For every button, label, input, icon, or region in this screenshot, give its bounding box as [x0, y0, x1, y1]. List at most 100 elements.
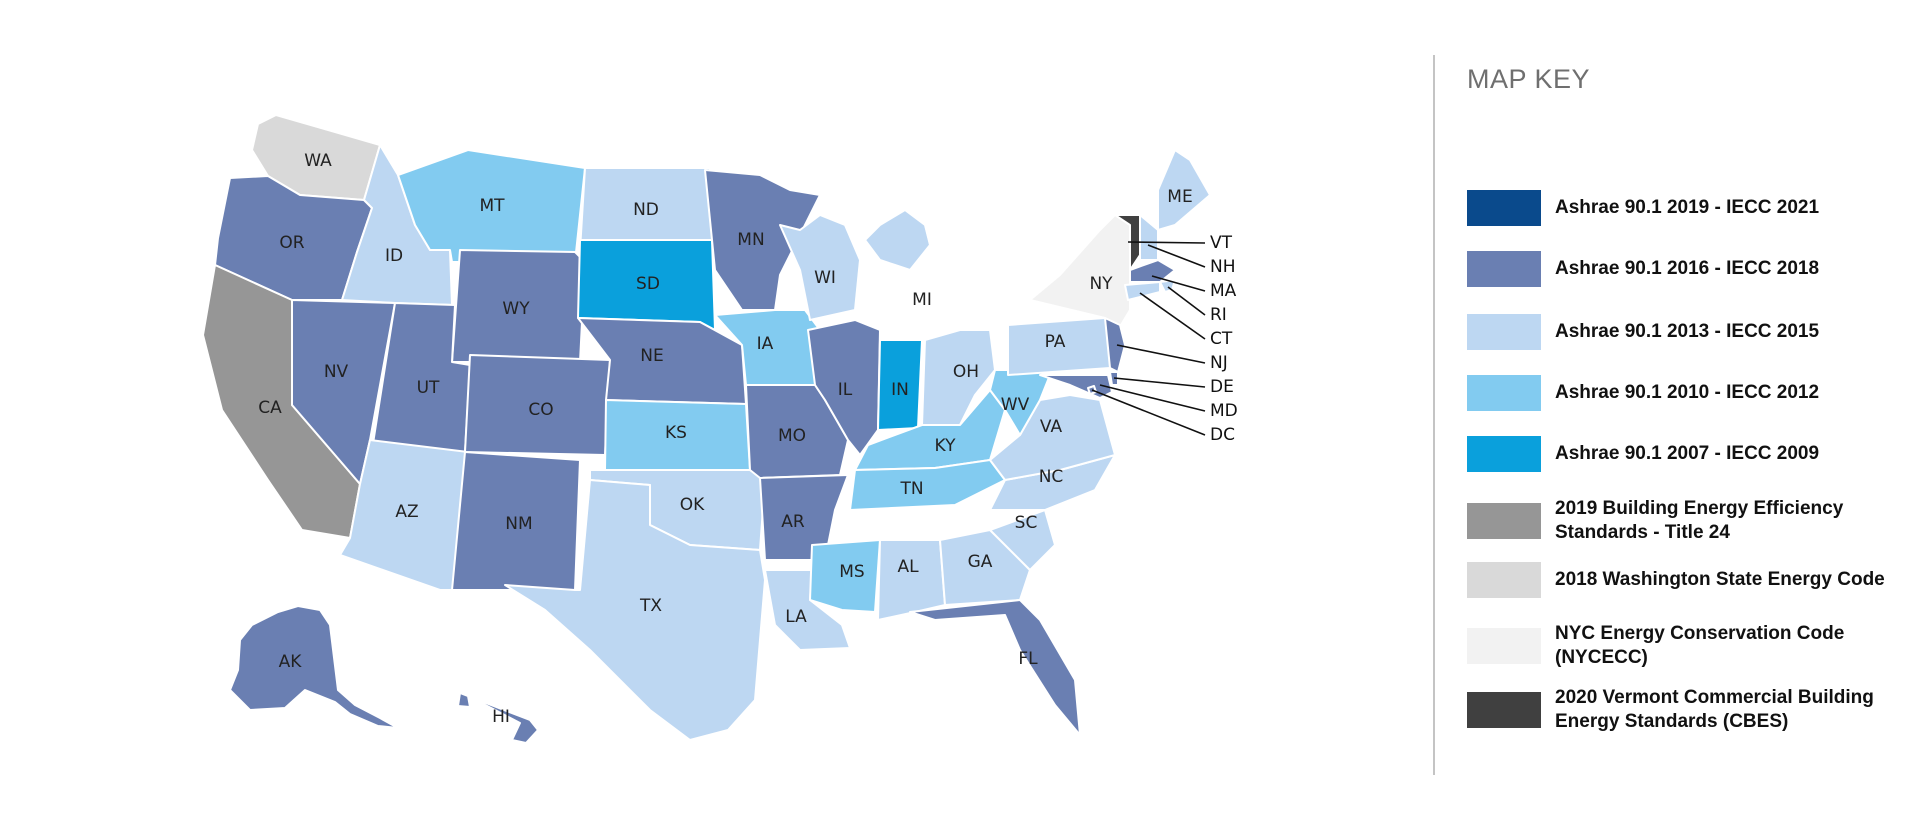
key-label: NYC Energy Conservation Code (NYCECC)	[1555, 623, 1845, 668]
state-label-il: IL	[838, 380, 853, 400]
state-nj[interactable]	[1104, 317, 1126, 373]
state-label-oh: OH	[953, 362, 979, 382]
key-item-wa: 2018 Washington State Energy Code	[1467, 562, 1895, 598]
state-mn[interactable]	[704, 169, 821, 311]
state-label-ne: NE	[640, 346, 663, 366]
key-label: Ashrae 90.1 2016 - IECC 2018	[1555, 258, 1820, 279]
callout-label-nh: NH	[1210, 257, 1236, 277]
state-label-nc: NC	[1039, 467, 1064, 487]
key-swatch	[1467, 692, 1541, 728]
state-ma[interactable]	[1129, 259, 1176, 283]
callout-line-ma	[1151, 275, 1206, 292]
key-item-c2007: Ashrae 90.1 2007 - IECC 2009	[1467, 436, 1895, 472]
state-label-co: CO	[528, 400, 553, 420]
key-item-c2016: Ashrae 90.1 2016 - IECC 2018	[1467, 251, 1895, 287]
state-label-va: VA	[1040, 417, 1063, 437]
state-label-pa: PA	[1045, 332, 1066, 352]
state-label-tn: TN	[899, 479, 923, 499]
callout-line-md	[1099, 384, 1206, 412]
state-label-hi: HI	[492, 707, 510, 727]
state-label-ks: KS	[665, 423, 687, 443]
state-label-wy: WY	[502, 299, 530, 319]
callout-label-dc: DC	[1210, 425, 1235, 445]
state-mt[interactable]	[397, 149, 586, 263]
state-ak[interactable]	[229, 605, 399, 729]
state-vt[interactable]	[1114, 214, 1141, 271]
state-label-wv: WV	[1001, 395, 1030, 415]
callout-line-ri	[1167, 286, 1206, 316]
state-hi[interactable]	[457, 692, 539, 744]
callout-label-ri: RI	[1210, 305, 1227, 325]
key-swatch	[1467, 503, 1541, 539]
state-label-ut: UT	[417, 378, 440, 398]
key-label: Ashrae 90.1 2013 - IECC 2015	[1555, 321, 1820, 342]
callout-line-ct	[1139, 292, 1206, 340]
state-label-me: ME	[1167, 187, 1192, 207]
state-label-in: IN	[891, 380, 909, 400]
state-label-ok: OK	[680, 495, 705, 515]
state-label-ny: NY	[1089, 274, 1113, 294]
state-label-wi: WI	[814, 268, 836, 288]
callout-line-dc	[1091, 389, 1206, 436]
key-swatch	[1467, 562, 1541, 598]
key-item-c2019: Ashrae 90.1 2019 - IECC 2021	[1467, 190, 1895, 226]
state-fl[interactable]	[909, 599, 1081, 736]
state-label-ga: GA	[968, 552, 993, 572]
key-label: 2018 Washington State Energy Code	[1555, 569, 1885, 590]
key-swatch	[1467, 375, 1541, 411]
state-label-la: LA	[785, 607, 807, 627]
state-ms[interactable]	[809, 539, 881, 613]
key-label: Ashrae 90.1 2019 - IECC 2021	[1555, 197, 1820, 218]
state-al[interactable]	[877, 539, 946, 621]
callout-label-nj: NJ	[1210, 353, 1228, 373]
callout-line-nh	[1147, 244, 1206, 268]
key-item-ny: NYC Energy Conservation Code (NYCECC)	[1467, 622, 1895, 670]
state-label-mi: MI	[912, 290, 932, 310]
state-wi[interactable]	[779, 214, 861, 321]
callout-line-nj	[1116, 344, 1206, 364]
key-swatch	[1467, 436, 1541, 472]
us-energy-code-map: WA OR CA ID NV MT WY UT AZ CO NM ND SD NE KS OK TX MN IA MO…	[202, 114, 1238, 744]
state-ny[interactable]	[1029, 214, 1131, 331]
state-label-az: AZ	[395, 502, 418, 522]
state-label-fl: FL	[1018, 649, 1038, 669]
state-label-ky: KY	[935, 436, 957, 456]
state-mi[interactable]	[864, 209, 931, 271]
state-nh[interactable]	[1139, 214, 1159, 261]
state-ar[interactable]	[759, 474, 849, 561]
key-swatch	[1467, 190, 1541, 226]
state-md[interactable]	[1039, 374, 1113, 399]
state-label-nv: NV	[324, 362, 349, 382]
state-label-tx: TX	[639, 596, 662, 616]
state-label-nm: NM	[505, 514, 532, 534]
state-label-ar: AR	[781, 512, 805, 532]
key-label: Ashrae 90.1 2007 - IECC 2009	[1555, 443, 1820, 464]
state-shapes	[202, 114, 1211, 744]
state-label-mn: MN	[737, 230, 764, 250]
state-ct[interactable]	[1124, 281, 1161, 301]
callout-label-md: MD	[1210, 401, 1238, 421]
state-label-ms: MS	[839, 562, 864, 582]
key-item-c2010: Ashrae 90.1 2010 - IECC 2012	[1467, 375, 1895, 411]
state-label-sc: SC	[1015, 513, 1038, 533]
state-sc[interactable]	[989, 509, 1056, 571]
key-item-c2013: Ashrae 90.1 2013 - IECC 2015	[1467, 314, 1895, 350]
key-label: 2020 Vermont Commercial Building Energy …	[1555, 687, 1874, 732]
state-label-id: ID	[385, 246, 403, 266]
key-swatch	[1467, 314, 1541, 350]
callout-line-de	[1113, 377, 1206, 388]
state-label-al: AL	[897, 557, 919, 577]
key-item-ca: 2019 Building Energy Efficiency Standard…	[1467, 497, 1895, 545]
map-key-title: MAP KEY	[1467, 64, 1591, 94]
key-label: 2019 Building Energy Efficiency Standard…	[1555, 498, 1844, 543]
state-me[interactable]	[1157, 149, 1211, 231]
state-tx[interactable]	[504, 479, 766, 741]
callout-label-de: DE	[1210, 377, 1234, 397]
state-label-mt: MT	[479, 196, 505, 216]
state-label-nd: ND	[633, 200, 659, 220]
callout-label-ma: MA	[1210, 281, 1237, 301]
state-label-ia: IA	[757, 334, 774, 354]
state-label-ak: AK	[279, 652, 303, 672]
key-label: Ashrae 90.1 2010 - IECC 2012	[1555, 382, 1820, 403]
state-il[interactable]	[807, 319, 881, 456]
